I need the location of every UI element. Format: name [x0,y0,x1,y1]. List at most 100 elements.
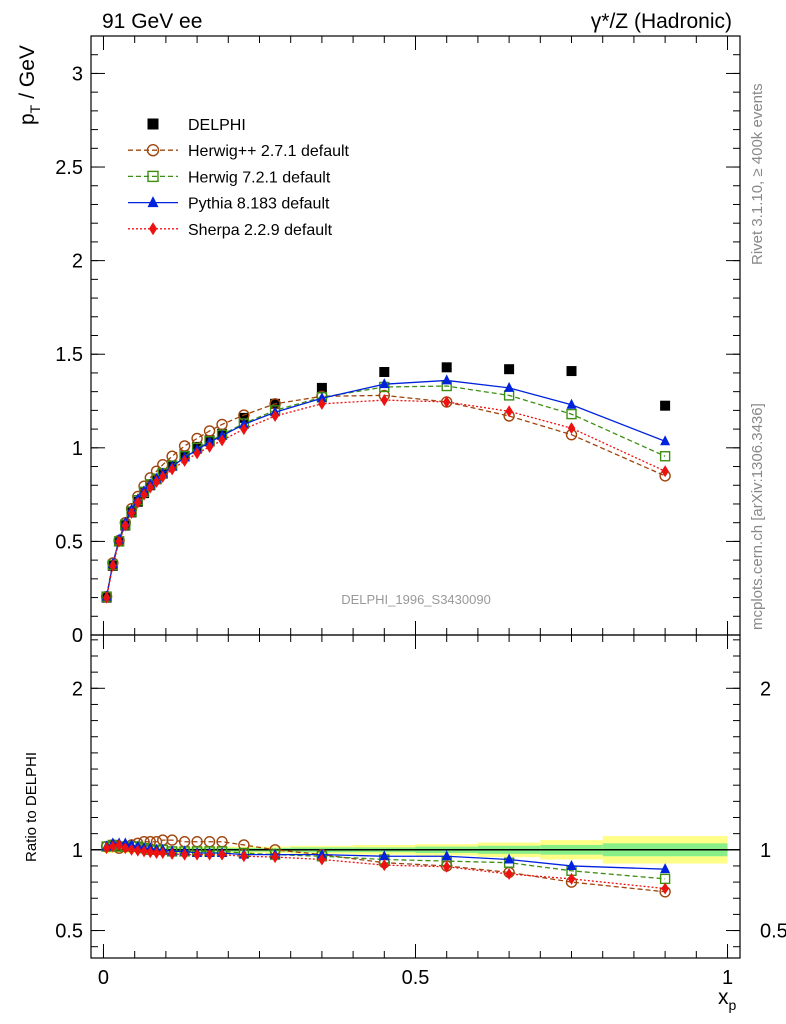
data-point-herwig7 [659,451,671,462]
y-tick-label: 1 [72,840,83,862]
y-tick-label-right: 2 [760,678,771,700]
data-point-sherpa [193,447,201,460]
data-point-sherpa [567,422,576,435]
y-tick-label: 1 [72,438,83,460]
data-point-herwigpp [216,418,228,431]
data-point-pythia [566,398,577,409]
data-point-data [238,412,249,423]
series-herwig7 [101,380,671,602]
data-point-sherpa [168,463,176,476]
data-point-pythia [379,850,390,861]
data-point-sherpa [127,843,136,856]
data-point-sherpa [115,838,123,851]
legend-entry-herwig7: Herwig 7.2.1 default [128,169,331,186]
legend-label-herwig7: Herwig 7.2.1 default [188,169,331,186]
data-point-data [504,364,515,375]
series-line-herwig7 [106,844,666,880]
y-tick-label: 3 [72,63,83,85]
y-tick-label: 0.5 [55,921,83,943]
series-sherpa [102,838,669,895]
data-point-sherpa [140,488,148,501]
data-point-sherpa [146,846,155,859]
y-tick-label: 2 [72,251,83,273]
legend-label-pythia: Pythia 8.183 default [188,196,330,213]
legend-marker-data [147,118,159,130]
data-point-pythia [566,859,577,870]
data-point-sherpa [218,434,226,447]
main-y-axis-label-base: p [16,113,39,125]
data-point-sherpa [661,882,669,895]
data-point-sherpa [127,506,136,519]
x-tick-label: 0.5 [402,967,430,989]
data-point-data [441,362,452,373]
data-point-sherpa [134,844,142,857]
series-line-sherpa [105,399,666,598]
legend-entry-sherpa: Sherpa 2.2.9 default [128,222,333,239]
data-point-sherpa [318,397,326,410]
data-point-data [379,367,390,378]
data-point-pythia [441,850,452,861]
data-point-pythia [316,392,327,403]
data-point-sherpa [180,454,189,467]
data-point-herwigpp [166,834,178,846]
data-point-herwigpp [166,450,178,462]
data-point-pythia [441,374,452,385]
data-point-sherpa [271,851,279,864]
data-point-pythia [504,853,515,864]
legend-marker-pythia [147,196,159,208]
y-tick-label: 0 [72,625,83,647]
series-sherpa [102,394,669,604]
data-point-sherpa [168,847,176,860]
data-point-sherpa [159,847,167,860]
data-point-herwigpp [203,425,216,437]
data-point-sherpa [205,440,214,453]
legend-entry-pythia: Pythia 8.183 default [128,196,330,213]
data-point-sherpa [505,405,513,418]
data-point-sherpa [121,842,130,855]
data-point-data [316,382,327,393]
data-point-sherpa [121,519,130,532]
y-tick-label-right: 0.5 [760,921,786,943]
data-point-data [566,366,577,377]
series-line-pythia [105,379,666,597]
data-point-sherpa [505,868,513,881]
data-point-sherpa [140,845,148,858]
x-tick-label: 1 [722,967,733,989]
data-point-sherpa [205,848,214,861]
series-line-herwigpp [105,394,666,597]
data-point-sherpa [134,496,142,509]
data-point-pythia [660,863,671,874]
data-point-sherpa [240,423,248,436]
data-point-sherpa [218,848,226,861]
data-point-sherpa [146,481,155,494]
series-line-herwig7 [105,385,666,597]
data-point-herwigpp [178,440,191,452]
data-point-sherpa [180,848,189,861]
x-axis-label-sub: p [729,997,737,1013]
data-point-sherpa [567,872,576,885]
data-point-sherpa [152,847,161,860]
main-panel: 0 0.5 1 1.5 2 2.5 3 [55,35,741,647]
source-label: mcplots.cern.ch [arXiv:1306.3436] [749,403,766,630]
data-point-sherpa [109,559,117,572]
y-tick-label: 2.5 [55,157,83,179]
data-point-sherpa [271,409,279,422]
legend-marker-sherpa [148,222,158,236]
plot-frame [90,634,741,959]
data-point-sherpa [115,535,123,548]
main-y-axis-label: pT / GeV [16,45,43,125]
header-left-label: 91 GeV ee [102,10,202,33]
legend: DELPHI Herwig++ 2.7.1 default Herwig 7.2.1… [128,117,350,239]
x-axis-label: xp [718,986,737,1013]
y-tick-label: 1.5 [55,344,83,366]
data-point-pythia [379,378,390,389]
legend-label-herwigpp: Herwig++ 2.7.1 default [188,143,350,160]
data-point-sherpa [442,860,451,873]
data-point-sherpa [109,840,117,853]
y-tick-label: 0.5 [55,531,83,553]
legend-marker-herwig7 [147,170,159,183]
ratio-panel: 0 0.5 1 0.5 0.5 1 1 2 2 [55,634,786,989]
header-right-label: γ*/Z (Hadronic) [591,10,732,33]
legend-entry-herwigpp: Herwig++ 2.7.1 default [128,143,350,160]
data-point-sherpa [380,859,389,872]
